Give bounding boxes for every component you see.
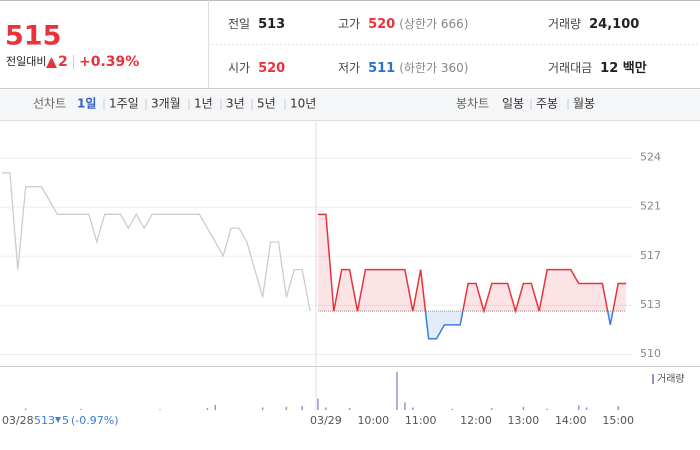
x-tick-label: 12:00 [460,414,492,427]
y-tick-label: 517 [640,249,661,262]
volume-bar [585,407,588,410]
tab[interactable]: 1주일 [109,97,139,111]
volume-bar [325,407,327,410]
legend-swatch [652,374,654,384]
tab[interactable]: 1일 [77,97,96,111]
legend-label: 거래량 [657,373,685,385]
stat-value: 520 [368,17,395,32]
volume-bar [301,406,303,410]
price: 515 [5,21,61,52]
stat: 고가 520 (상한가 666) [338,17,468,32]
line [2,172,311,312]
volume-bar [396,372,398,410]
stat: 전일 513 [228,17,285,32]
y-tick-label: 510 [640,347,661,360]
volume-bar [491,408,493,410]
stat-value: 520 [258,61,285,76]
stat-value: 12 백만 [600,60,647,76]
x-tick-label: 11:00 [405,414,437,427]
stat-label: 고가 [338,17,360,31]
tab[interactable]: 1년 [194,97,213,111]
summary-change: 5 [62,414,69,427]
tab-label: 선차트 [33,97,66,111]
volume-bar [451,408,454,410]
volume-bar [317,398,319,410]
x-tick-label: 03/29 [310,414,342,427]
y-tick-label: 524 [640,151,661,164]
area-below [425,311,613,339]
stat: 저가 511 (하한가 360) [338,61,468,76]
volume-bar [261,407,264,410]
stat-label: 거래량 [548,17,581,31]
tab[interactable]: 5년 [257,97,276,111]
stat-note: (상한가 666) [399,17,468,31]
volume-bar [412,407,414,410]
x-tick-label: 15:00 [602,414,634,427]
stat-note: (하한가 360) [399,61,468,75]
tab[interactable]: 10년 [290,97,316,111]
tab[interactable]: 일봉 [502,97,524,111]
stat: 거래량 24,100 [548,17,639,32]
x-tick-label: 03/28 [2,414,34,427]
tab[interactable]: 월봉 [573,97,595,111]
summary-pct: (-0.97%) [71,414,119,427]
stat-label: 거래대금 [548,61,592,75]
stat-label: 시가 [228,61,250,75]
volume-bar [159,409,161,410]
tab[interactable]: 3개월 [151,97,181,111]
volume-bar [214,404,217,410]
down-triangle [55,417,61,423]
area-above [318,214,627,312]
change: 2 [58,54,68,70]
stat-label: 전일 [228,17,250,31]
tab[interactable]: 3년 [226,97,245,111]
change-pct: +0.39% [79,54,139,70]
stat-label: 저가 [338,61,360,75]
change-label: 전일대비 [6,54,46,68]
x-tick-label: 10:00 [357,414,389,427]
volume-bar [206,408,209,410]
x-tick-label: 14:00 [555,414,587,427]
stat-value: 513 [258,17,285,32]
stat: 시가 520 [228,61,285,76]
line-above [318,213,627,312]
tab[interactable]: 주봉 [536,97,558,111]
volume-bar [522,406,525,410]
stat-value: 511 [368,61,395,76]
x-tick-label: 13:00 [508,414,540,427]
tab-bar [0,88,700,120]
volume-bar [617,406,619,410]
up-triangle [46,57,57,68]
volume-bar [546,408,548,410]
volume-bar [348,408,351,410]
volume-bar [80,408,82,410]
stat-value: 24,100 [589,17,639,32]
y-tick-label: 521 [640,200,661,213]
volume-bar [577,405,580,410]
y-tick-label: 513 [640,298,661,311]
volume-bar [404,402,406,410]
summary-value: 513 [34,414,55,427]
stat: 거래대금 12 백만 [548,60,647,76]
volume-bar [24,408,27,410]
volume-bar [285,406,288,410]
tab-label: 봉차트 [456,97,489,111]
